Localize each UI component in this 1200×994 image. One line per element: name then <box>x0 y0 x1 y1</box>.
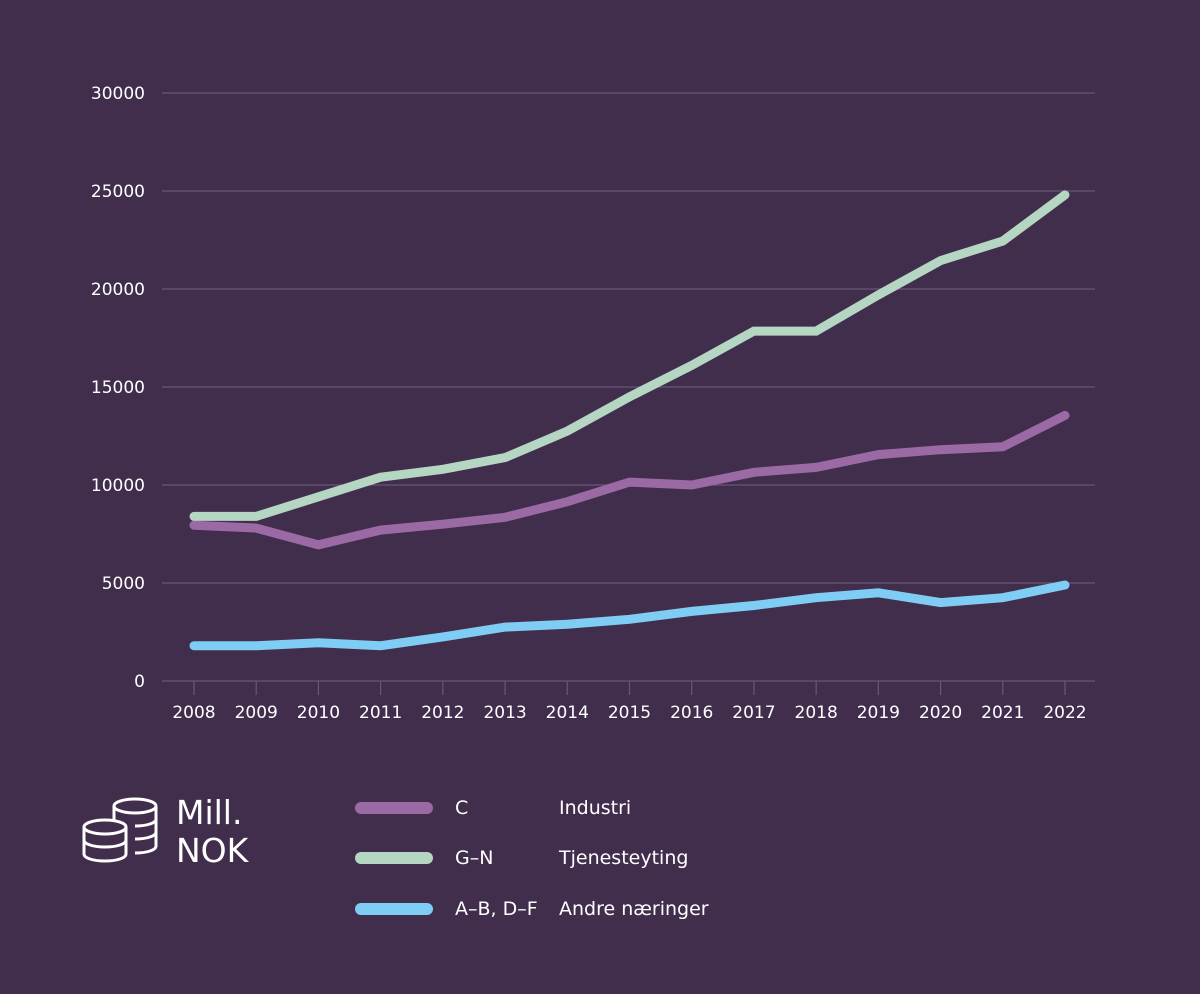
y-tick-label: 20000 <box>91 280 145 300</box>
legend-swatch <box>355 802 433 814</box>
x-tick-label: 2008 <box>172 703 215 723</box>
unit-label-group: Mill. NOK <box>82 794 248 870</box>
y-axis-ticks: 0 5000 10000 15000 20000 25000 30000 <box>91 84 145 692</box>
x-tick-label: 2022 <box>1043 703 1086 723</box>
x-tick-label: 2020 <box>919 703 962 723</box>
y-tick-label: 15000 <box>91 378 145 398</box>
unit-line-2: NOK <box>176 831 249 870</box>
coins-icon <box>82 797 158 863</box>
y-tick-label: 30000 <box>91 84 145 104</box>
series-line-0 <box>189 410 1070 550</box>
y-tick-label: 5000 <box>102 574 145 594</box>
legend-name: Tjenesteyting <box>559 847 689 869</box>
x-tick-label: 2015 <box>608 703 651 723</box>
legend-code: G–N <box>455 847 494 869</box>
legend-name: Industri <box>559 797 632 819</box>
legend-item-industri: C Industri <box>355 793 631 823</box>
x-tick-label: 2021 <box>981 703 1024 723</box>
x-tick-label: 2018 <box>795 703 838 723</box>
x-tick-label: 2012 <box>421 703 464 723</box>
x-tick-label: 2016 <box>670 703 713 723</box>
grid-lines <box>162 92 1095 682</box>
x-tick-label: 2019 <box>857 703 900 723</box>
legend-swatch <box>355 903 433 915</box>
x-tick-label: 2014 <box>546 703 589 723</box>
legend-code: A–B, D–F <box>455 898 538 920</box>
x-tick-label: 2013 <box>483 703 526 723</box>
y-tick-label: 25000 <box>91 182 145 202</box>
series-line-1 <box>189 190 1070 521</box>
unit-line-1: Mill. <box>176 793 243 832</box>
y-tick-label: 0 <box>134 672 145 692</box>
x-axis-ticks: 2008 2009 2010 2011 2012 2013 2014 2015 2016 2017… <box>172 681 1087 723</box>
y-tick-label: 10000 <box>91 476 145 496</box>
x-tick-label: 2011 <box>359 703 402 723</box>
x-tick-label: 2009 <box>235 703 278 723</box>
x-tick-label: 2017 <box>732 703 775 723</box>
series-line-2 <box>189 580 1070 651</box>
legend-name: Andre næringer <box>559 898 709 920</box>
series-lines <box>189 190 1070 651</box>
legend-item-tjenesteyting: G–N Tjenesteyting <box>355 843 688 873</box>
legend-item-andre-naeringer: A–B, D–F Andre næringer <box>355 894 709 924</box>
legend-swatch <box>355 852 433 864</box>
x-tick-label: 2010 <box>297 703 340 723</box>
legend-code: C <box>455 797 469 819</box>
